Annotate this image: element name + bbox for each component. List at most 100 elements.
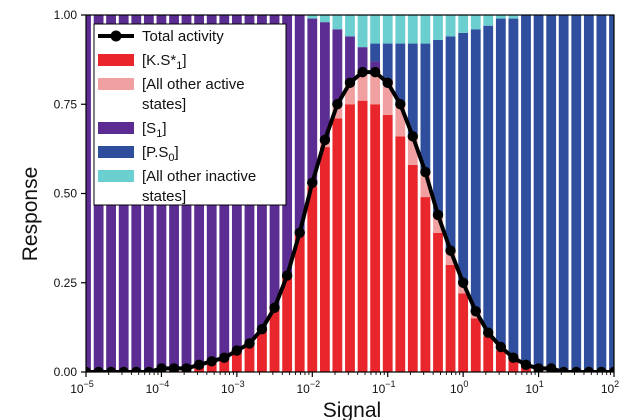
bar-segment-other_inactive <box>458 15 469 33</box>
bar-segment-other_inactive <box>307 15 318 19</box>
total-activity-point <box>420 166 431 178</box>
total-activity-point <box>244 338 255 349</box>
total-activity-point <box>470 306 481 317</box>
total-activity-point <box>294 227 305 238</box>
bar-segment-S1 <box>332 29 343 105</box>
total-activity-point <box>520 359 532 371</box>
bar-segment-other_inactive <box>370 15 381 44</box>
x-tick-label: 100 <box>450 379 468 396</box>
total-activity-point <box>143 366 155 372</box>
bar-segment-other_active <box>458 282 469 294</box>
total-activity-point <box>344 77 356 89</box>
bar-segment-S1 <box>320 22 330 140</box>
total-activity-point <box>545 363 557 372</box>
bar-segment-KS1 <box>495 350 506 372</box>
total-activity-point <box>357 66 368 78</box>
total-activity-point <box>369 66 381 78</box>
y-tick-label: 0.50 <box>54 187 78 201</box>
bar-segment-other_active <box>420 172 431 198</box>
legend-patch-other_inactive <box>98 170 134 182</box>
bar-segment-KS1 <box>370 104 381 372</box>
bar-segment-other_inactive <box>382 15 393 44</box>
legend-label: states] <box>142 96 186 113</box>
total-activity-point <box>319 134 331 146</box>
bar-segment-other_active <box>382 82 393 115</box>
total-activity-point <box>583 366 595 372</box>
bar-segment-KS1 <box>345 104 355 372</box>
bar-segment-KS1 <box>395 136 406 372</box>
total-activity-point <box>281 270 293 281</box>
total-activity-point <box>86 366 92 372</box>
y-tick-label: 1.00 <box>54 8 78 22</box>
y-tick-label: 0.00 <box>54 365 78 379</box>
bar-segment-PS0 <box>546 15 557 369</box>
bar-segment-other_inactive <box>470 15 481 30</box>
bar-segment-other_active <box>332 104 343 119</box>
x-tick-label: 10−4 <box>146 379 170 396</box>
bar-segment-PS0 <box>508 18 519 358</box>
bar-segment-KS1 <box>470 318 481 372</box>
bar-segment-other_active <box>445 250 456 265</box>
bar-segment-other_inactive <box>320 15 330 23</box>
bar-segment-PS0 <box>433 39 443 215</box>
total-activity-point <box>219 352 230 363</box>
bar-segment-PS0 <box>533 15 544 369</box>
bar-segment-KS1 <box>282 275 293 372</box>
total-activity-point <box>483 327 494 338</box>
bar-segment-KS1 <box>244 343 255 372</box>
bar-segment-other_active <box>433 214 443 233</box>
bar-segment-PS0 <box>483 25 494 333</box>
total-activity-point <box>307 177 318 188</box>
bar-segment-KS1 <box>332 118 343 372</box>
bar-segment-other_inactive <box>433 15 443 40</box>
bar-segment-other_active <box>395 104 406 137</box>
bar-segment-other_active <box>345 82 355 105</box>
bar-segment-KS1 <box>407 164 418 372</box>
total-activity-point <box>269 302 280 313</box>
x-tick-label: 10−5 <box>70 379 94 396</box>
legend: Total activity [K.S*1] [All other active st… <box>93 23 287 206</box>
bar-segment-PS0 <box>395 43 406 105</box>
total-activity-point <box>395 99 406 110</box>
bar-segment-PS0 <box>571 15 582 372</box>
total-activity-point <box>495 341 507 353</box>
total-activity-point <box>533 363 544 372</box>
total-activity-point <box>407 131 418 142</box>
x-tick-label: 10−1 <box>372 379 396 396</box>
bar-segment-S1 <box>282 15 293 276</box>
bar-segment-other_inactive <box>445 15 456 37</box>
total-activity-point <box>457 277 469 288</box>
total-activity-point <box>432 209 444 221</box>
legend-label: [K.S*1] <box>142 52 186 72</box>
bar-segment-PS0 <box>495 18 506 348</box>
total-activity-point <box>596 366 607 372</box>
total-activity-point <box>105 366 117 372</box>
legend-label: [All other active <box>142 76 245 93</box>
bar-segment-S1 <box>345 36 355 83</box>
x-tick-label: 102 <box>601 379 619 396</box>
bar-segment-PS0 <box>445 36 456 251</box>
bar-segment-other_inactive <box>495 15 506 19</box>
bar-segment-PS0 <box>609 15 614 372</box>
bar-segment-KS1 <box>508 357 519 372</box>
bar-segment-KS1 <box>219 357 230 372</box>
bar-segment-PS0 <box>382 43 393 80</box>
bar-segment-other_inactive <box>357 15 368 48</box>
y-tick-label: 0.75 <box>54 97 78 111</box>
bar-segment-PS0 <box>521 15 531 365</box>
bar-segment-other_inactive <box>395 15 406 44</box>
bar-segment-KS1 <box>257 329 267 372</box>
bar-segment-S1 <box>370 61 381 73</box>
bar-segment-KS1 <box>294 232 305 372</box>
bar-segment-PS0 <box>370 43 381 62</box>
bar-segment-KS1 <box>206 361 217 372</box>
legend-point-marker <box>110 30 122 42</box>
legend-patch-other_active <box>98 78 134 90</box>
bar-segment-other_active <box>357 72 368 101</box>
bar-segment-KS1 <box>420 197 431 372</box>
legend-label: states] <box>142 188 186 205</box>
bar-segment-other_inactive <box>407 15 418 44</box>
bar-segment-KS1 <box>433 232 443 372</box>
bar-segment-other_inactive <box>332 15 343 30</box>
total-activity-point <box>508 352 519 363</box>
